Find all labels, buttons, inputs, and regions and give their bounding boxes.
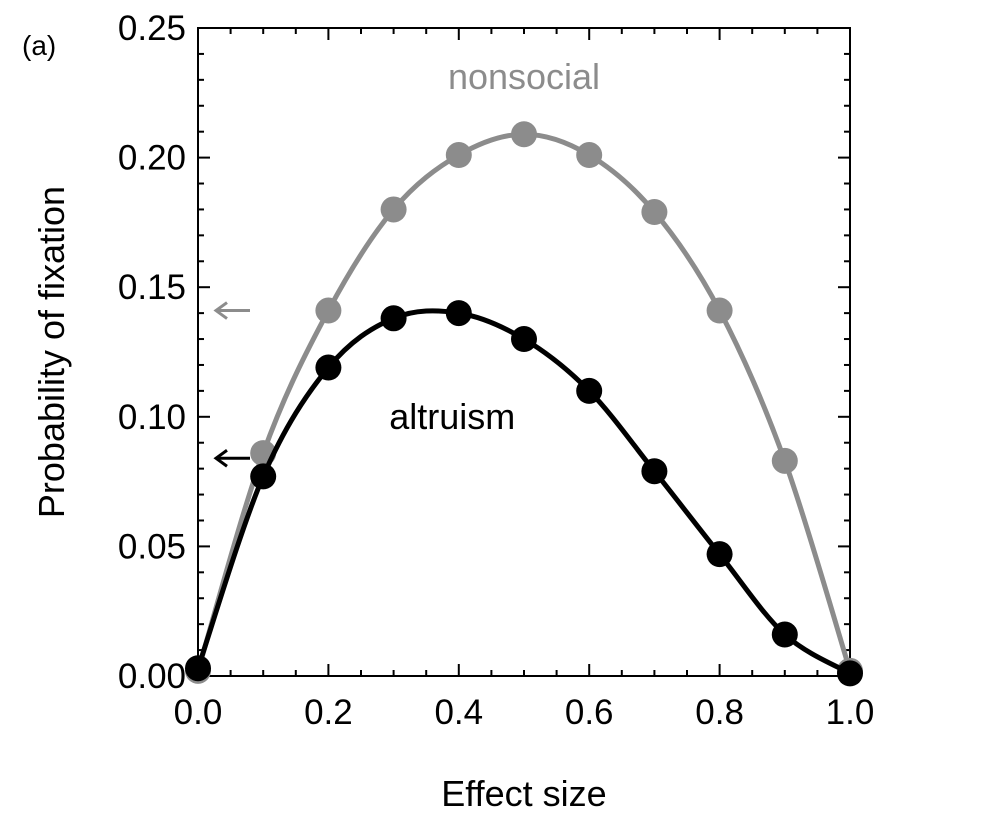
data-point-altruism xyxy=(185,655,211,682)
data-point-nonsocial xyxy=(445,142,472,169)
ticks: 0.0 0.2 0.4 0.6 0.8 1.0 0.00 0.05 0.10 0.15 0.20 0.… xyxy=(118,9,874,732)
panel-label: (a) xyxy=(22,30,56,61)
arrow-head xyxy=(213,449,228,468)
data-point-nonsocial xyxy=(315,297,342,324)
data-point-altruism xyxy=(771,621,798,648)
data-point-altruism xyxy=(641,458,668,485)
data-point-altruism xyxy=(380,305,407,332)
x-axis-title: Effect size xyxy=(441,773,606,814)
x-tick-label: 0.8 xyxy=(695,693,744,732)
x-tick-label: 0.4 xyxy=(434,693,483,732)
x-tick-label: 1.0 xyxy=(826,693,875,732)
x-tick-label: 0.2 xyxy=(304,693,353,732)
series-label-nonsocial: nonsocial xyxy=(448,56,600,97)
arrow-head xyxy=(213,301,228,320)
data-point-altruism xyxy=(250,463,277,490)
data-point-nonsocial xyxy=(576,142,603,169)
y-tick-label: 0.05 xyxy=(118,527,186,566)
x-tick-label: 0.6 xyxy=(565,693,614,732)
data-point-nonsocial xyxy=(380,196,407,223)
series: nonsocial altruism xyxy=(185,56,863,687)
data-point-nonsocial xyxy=(641,199,668,226)
data-point-altruism xyxy=(706,541,733,568)
data-point-altruism xyxy=(315,354,342,381)
data-point-nonsocial xyxy=(511,121,537,148)
y-tick-label: 0.20 xyxy=(118,139,186,178)
y-axis-title: Probability of fixation xyxy=(31,186,72,518)
x-tick-label: 0.0 xyxy=(174,693,223,732)
y-tick-label: 0.15 xyxy=(118,268,186,307)
y-tick-label: 0.25 xyxy=(118,9,186,48)
data-point-altruism xyxy=(576,377,603,404)
data-point-nonsocial xyxy=(706,297,733,324)
data-point-altruism xyxy=(511,326,537,353)
series-line-nonsocial xyxy=(195,131,853,674)
y-tick-label: 0.00 xyxy=(118,657,186,696)
series-nonsocial: nonsocial xyxy=(185,56,863,684)
reference-arrow-nonsocial xyxy=(213,301,250,320)
series-altruism: altruism xyxy=(185,300,863,687)
y-tick-label: 0.10 xyxy=(118,398,186,437)
reference-arrow-altruism xyxy=(213,449,250,468)
data-point-nonsocial xyxy=(771,447,798,474)
series-line-altruism xyxy=(195,308,853,676)
data-point-altruism xyxy=(445,300,472,327)
series-label-altruism: altruism xyxy=(389,396,515,437)
data-point-altruism xyxy=(837,660,863,687)
